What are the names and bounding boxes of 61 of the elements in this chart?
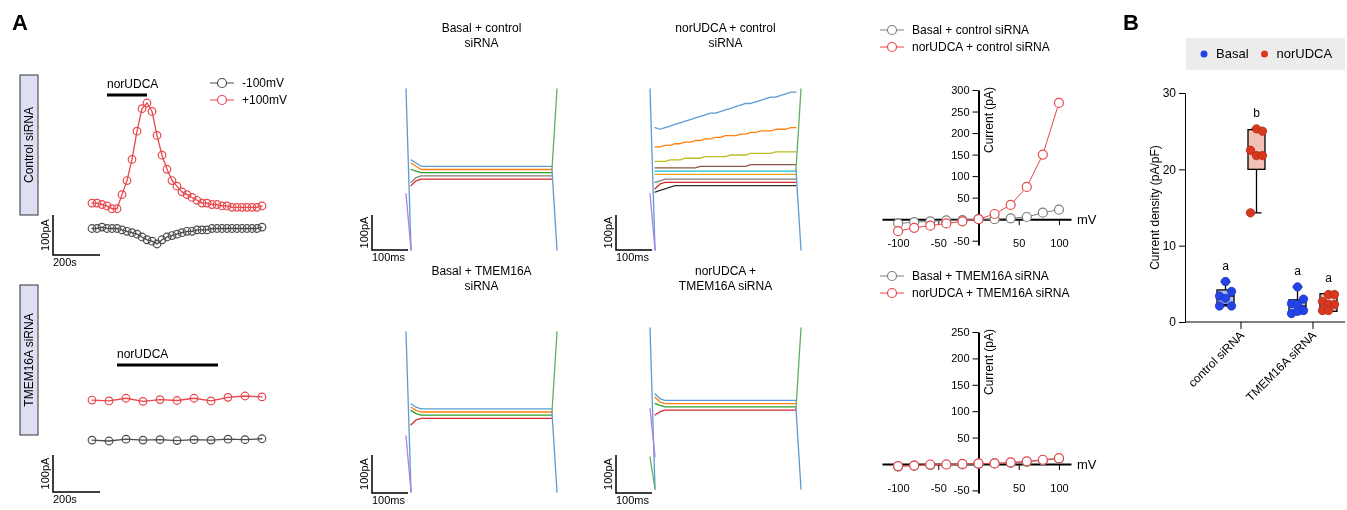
chart-title: Basal + TMEM16A siRNA xyxy=(431,264,532,293)
text: 200s xyxy=(53,493,78,505)
text: 100ms xyxy=(372,494,406,506)
x-tick-label: -100 xyxy=(887,481,910,494)
text: b xyxy=(1253,105,1260,120)
text: 100pA xyxy=(602,457,614,490)
y-tick-label: 250 xyxy=(951,105,970,118)
text: 100pA xyxy=(358,457,370,490)
x-tick-label: 50 xyxy=(1013,236,1026,249)
y-tick-label: 100 xyxy=(951,170,970,183)
y-tick-label: 50 xyxy=(957,191,970,204)
text: a xyxy=(1222,258,1229,273)
legend-label: Basal + TMEM16A siRNA xyxy=(912,269,1049,283)
chart-title: norUDCA + TMEM16A siRNA xyxy=(678,264,773,293)
text: 100pA xyxy=(39,456,51,490)
legend-label: Basal + control siRNA xyxy=(912,23,1030,37)
y-tick-label: 200 xyxy=(951,352,970,365)
text: 100pA xyxy=(39,218,51,251)
legend-label: Basal xyxy=(1216,46,1249,61)
legend-label: +100mV xyxy=(242,93,288,107)
x-axis-title: mV xyxy=(1077,212,1097,228)
y-tick-label: 150 xyxy=(951,378,970,391)
y-tick-label: 150 xyxy=(951,148,970,161)
y-axis-title: Current density (pA/pF) xyxy=(1148,145,1162,270)
y-tick-label: 0 xyxy=(1169,315,1177,330)
y-axis-title: Current (pA) xyxy=(982,329,997,396)
legend-label: norUDCA + TMEM16A siRNA xyxy=(912,286,1070,300)
y-tick-label: 20 xyxy=(1162,162,1177,177)
text: 100ms xyxy=(616,494,650,506)
text: 200s xyxy=(53,256,78,268)
y-tick-label: 300 xyxy=(951,84,970,97)
text: a xyxy=(1325,270,1332,285)
chart-title: Basal + control siRNA xyxy=(441,21,522,50)
text: 100pA xyxy=(358,215,370,249)
y-tick-label: 250 xyxy=(951,326,970,339)
text: 100ms xyxy=(372,251,406,263)
y-tick-label: 30 xyxy=(1162,86,1177,101)
y-axis-title: Control siRNA xyxy=(22,106,36,184)
text: A xyxy=(12,10,28,35)
text: norUDCA xyxy=(107,77,159,91)
legend-label: norUDCA + control siRNA xyxy=(912,40,1050,54)
chart-title: norUDCA + control siRNA xyxy=(675,21,776,50)
text: norUDCA xyxy=(117,347,169,361)
y-tick-label: 100 xyxy=(951,405,970,418)
x-axis-title: mV xyxy=(1077,456,1097,472)
y-tick-label: 200 xyxy=(951,127,970,140)
legend-label: -100mV xyxy=(242,76,285,90)
y-tick-label: 10 xyxy=(1162,239,1177,254)
x-tick-label: -100 xyxy=(887,236,910,249)
x-tick-label: 50 xyxy=(1013,481,1026,494)
x-tick-label: 100 xyxy=(1050,481,1069,494)
text: 100pA xyxy=(602,215,614,249)
x-tick-label: -50 xyxy=(930,481,947,494)
text: a xyxy=(1294,263,1301,278)
y-axis-title: Current (pA) xyxy=(982,87,997,154)
text: B xyxy=(1123,10,1139,35)
x-tick-label: -50 xyxy=(930,236,947,249)
x-tick-label: 100 xyxy=(1050,236,1069,249)
text: 100ms xyxy=(616,251,650,263)
y-tick-label: 50 xyxy=(957,431,970,444)
legend-label: norUDCA xyxy=(1276,46,1333,61)
